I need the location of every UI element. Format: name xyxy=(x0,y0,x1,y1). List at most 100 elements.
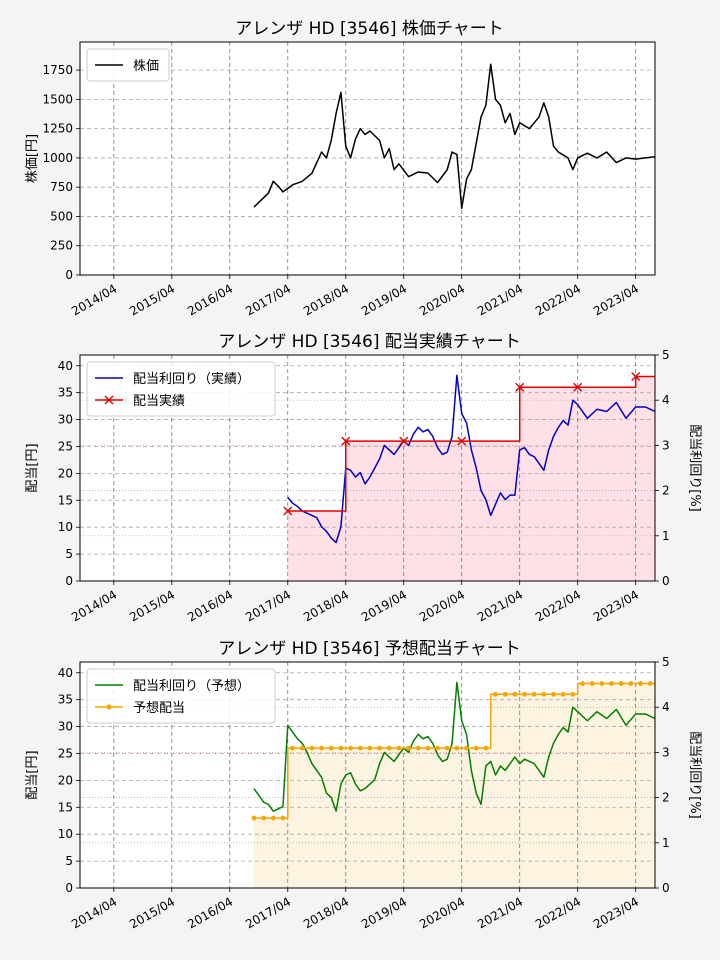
y2-tick-label: 4 xyxy=(662,700,670,714)
x-tick-label: 2017/04 xyxy=(243,587,293,624)
legend-marker xyxy=(104,395,114,405)
y-tick-label: 15 xyxy=(58,800,73,814)
y-tick-label: 40 xyxy=(58,666,73,680)
y-tick-label: 10 xyxy=(58,827,73,841)
y-tick-label: 35 xyxy=(58,386,73,400)
series-marker xyxy=(261,815,267,821)
plot-frame xyxy=(79,41,656,276)
x-tick-label: 2018/04 xyxy=(301,587,351,624)
x-tick-label: 2016/04 xyxy=(185,281,235,318)
x-tick-label: 2019/04 xyxy=(359,587,409,624)
chart-panel-2: 2014/04 2015/04 2016/04 2017/04 2018/04 2019/… xyxy=(25,332,702,625)
legend: 株価 xyxy=(86,48,170,82)
y2-tick-label: 2 xyxy=(662,791,670,805)
y-tick-label: 1250 xyxy=(42,122,73,136)
x-tick-label: 2014/04 xyxy=(69,894,119,931)
chart-title: アレンザ HD [3546] 配当実績チャート xyxy=(218,332,520,352)
series-marker xyxy=(515,382,525,392)
x-tick-label: 2023/04 xyxy=(591,587,641,624)
plot-area xyxy=(80,42,655,275)
x-tick-label: 2018/04 xyxy=(301,894,351,931)
series-marker xyxy=(251,815,257,821)
series-marker xyxy=(309,745,315,751)
x-tick-label: 2019/04 xyxy=(359,894,409,931)
series-marker xyxy=(406,745,411,751)
legend-label: 配当利回り（予想） xyxy=(133,678,250,694)
series-marker xyxy=(444,745,450,751)
y-tick-label: 40 xyxy=(58,359,73,373)
x-tick-label: 2021/04 xyxy=(475,281,525,318)
series-marker xyxy=(493,691,498,697)
y-tick-label: 20 xyxy=(58,773,73,787)
series-line-1 xyxy=(253,63,656,210)
series-marker xyxy=(483,745,489,751)
series-marker xyxy=(299,745,305,751)
series-marker xyxy=(280,815,286,821)
series-marker xyxy=(396,745,402,751)
series-marker xyxy=(415,745,421,751)
series-marker xyxy=(580,681,585,686)
series-marker xyxy=(473,745,479,751)
y-axis-label: 株価[円] xyxy=(25,134,40,183)
x-tick-label: 2014/04 xyxy=(69,281,119,318)
y-tick-label: 5 xyxy=(65,547,73,561)
x-tick-label: 2016/04 xyxy=(185,894,235,931)
chart-title: アレンザ HD [3546] 予想配当チャート xyxy=(218,639,520,659)
y2-axis-label: 配当利回り[%] xyxy=(687,424,702,512)
x-tick-label: 2023/04 xyxy=(591,281,641,318)
y2-tick-label: 1 xyxy=(662,836,670,850)
series-marker xyxy=(319,745,324,751)
y-tick-label: 10 xyxy=(58,520,73,534)
x-tick-label: 2023/04 xyxy=(591,894,641,931)
series-marker xyxy=(589,681,595,686)
series-marker xyxy=(283,506,293,516)
legend: 配当利回り（予想） 予想配当 xyxy=(86,668,276,724)
y2-axis-label: 配当利回り[%] xyxy=(687,731,702,819)
series-line-2 xyxy=(253,682,655,819)
series-marker xyxy=(341,436,351,446)
y2-tick-label: 3 xyxy=(662,438,670,452)
x-tick-label: 2015/04 xyxy=(127,281,177,318)
y-tick-label: 25 xyxy=(58,746,73,760)
chart-panel-3: 2014/04 2015/04 2016/04 2017/04 2018/04 2019/… xyxy=(25,639,702,932)
x-tick-label: 2015/04 xyxy=(127,894,177,931)
series-marker xyxy=(454,745,460,751)
series-marker xyxy=(631,372,641,382)
series-line-1 xyxy=(253,681,656,812)
series-marker xyxy=(531,691,537,697)
y-tick-label: 500 xyxy=(50,209,73,223)
legend: 配当利回り（実績） 配当実績 xyxy=(86,361,276,417)
y-tick-label: 30 xyxy=(58,413,73,427)
series-marker xyxy=(638,681,643,686)
y2-tick-label: 4 xyxy=(662,393,670,407)
chart-title: アレンザ HD [3546] 株価チャート xyxy=(235,19,503,39)
y-tick-label: 750 xyxy=(50,180,73,194)
y2-tick-label: 3 xyxy=(662,745,670,759)
legend-label: 株価 xyxy=(133,59,159,74)
y-tick-label: 30 xyxy=(58,720,73,734)
x-tick-label: 2020/04 xyxy=(417,587,467,624)
dividend-area-fill xyxy=(287,376,655,581)
y-axis-label: 配当[円] xyxy=(25,443,40,492)
y-tick-label: 0 xyxy=(65,268,73,282)
x-tick-label: 2021/04 xyxy=(475,894,525,931)
y-tick-label: 1500 xyxy=(42,92,73,106)
y-tick-label: 20 xyxy=(58,466,73,480)
series-marker xyxy=(457,436,467,446)
series-marker xyxy=(599,681,605,686)
legend-marker xyxy=(106,704,112,710)
series-marker xyxy=(357,745,363,751)
y2-tick-label: 0 xyxy=(662,574,670,588)
y-axis-label: 配当[円] xyxy=(25,750,40,799)
y-tick-label: 250 xyxy=(50,239,73,253)
x-tick-label: 2022/04 xyxy=(533,587,583,624)
plot-frame xyxy=(79,661,656,889)
x-tick-label: 2022/04 xyxy=(533,281,583,318)
x-tick-label: 2020/04 xyxy=(417,281,467,318)
series-marker xyxy=(522,691,527,697)
x-tick-label: 2017/04 xyxy=(243,281,293,318)
series-marker xyxy=(628,681,634,686)
y-tick-label: 1750 xyxy=(42,63,73,77)
series-marker xyxy=(367,745,373,751)
